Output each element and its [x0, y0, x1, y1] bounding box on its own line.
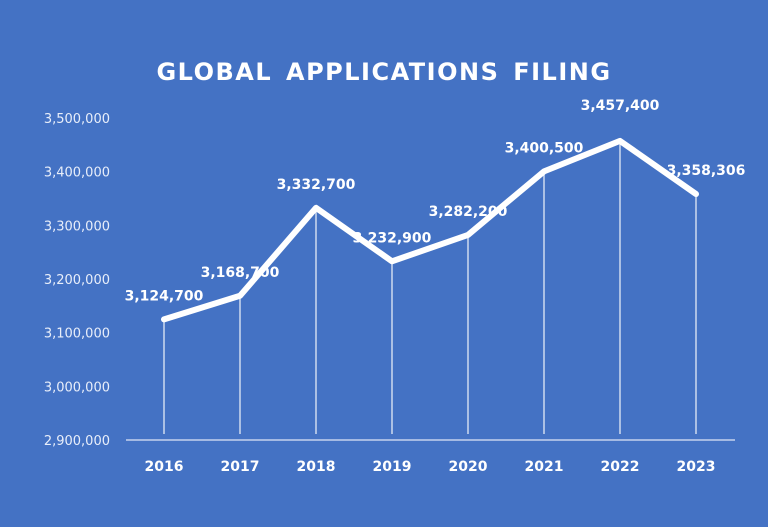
data-label: 3,400,500: [505, 140, 584, 156]
x-tick-label: 2020: [449, 459, 488, 475]
data-label: 3,232,900: [353, 230, 432, 246]
data-label: 3,282,200: [429, 204, 508, 220]
x-tick-label: 2018: [297, 459, 336, 475]
data-label: 3,457,400: [581, 98, 660, 114]
x-tick-label: 2023: [677, 459, 716, 475]
data-label: 3,332,700: [277, 177, 356, 193]
y-tick-label: 2,900,000: [44, 434, 110, 449]
x-tick-label: 2017: [221, 459, 260, 475]
x-tick-label: 2016: [145, 459, 184, 475]
y-tick-label: 3,100,000: [44, 327, 110, 342]
x-tick-label: 2021: [525, 459, 564, 475]
series-line: [161, 137, 699, 323]
data-label: 3,358,306: [667, 163, 746, 179]
x-tick-label: 2022: [601, 459, 640, 475]
data-label: 3,124,700: [125, 288, 204, 304]
y-tick-label: 3,000,000: [44, 380, 110, 395]
y-tick-label: 3,500,000: [44, 112, 110, 127]
y-tick-label: 3,300,000: [44, 219, 110, 234]
data-label: 3,168,700: [201, 265, 280, 281]
x-tick-label: 2019: [373, 459, 412, 475]
y-tick-label: 3,200,000: [44, 273, 110, 288]
chart-title: GLOBAL APPLICATIONS FILING: [156, 58, 612, 86]
y-tick-label: 3,400,000: [44, 166, 110, 181]
